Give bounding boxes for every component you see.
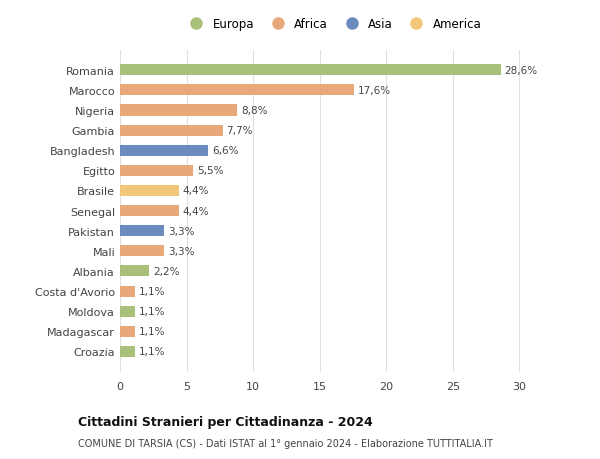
- Text: 7,7%: 7,7%: [227, 126, 253, 136]
- Bar: [120, 306, 134, 317]
- Bar: [120, 246, 164, 257]
- Text: 2,2%: 2,2%: [153, 266, 180, 276]
- Bar: [120, 65, 501, 76]
- Text: COMUNE DI TARSIA (CS) - Dati ISTAT al 1° gennaio 2024 - Elaborazione TUTTITALIA.: COMUNE DI TARSIA (CS) - Dati ISTAT al 1°…: [78, 438, 493, 448]
- Bar: [120, 326, 134, 337]
- Text: 3,3%: 3,3%: [168, 226, 194, 236]
- Text: 4,4%: 4,4%: [182, 206, 209, 216]
- Text: 1,1%: 1,1%: [139, 307, 165, 317]
- Bar: [120, 266, 149, 277]
- Bar: [120, 206, 179, 217]
- Text: 1,1%: 1,1%: [139, 286, 165, 297]
- Text: 6,6%: 6,6%: [212, 146, 238, 156]
- Text: 1,1%: 1,1%: [139, 347, 165, 357]
- Bar: [120, 165, 193, 177]
- Text: 5,5%: 5,5%: [197, 166, 224, 176]
- Legend: Europa, Africa, Asia, America: Europa, Africa, Asia, America: [184, 18, 482, 31]
- Text: Cittadini Stranieri per Cittadinanza - 2024: Cittadini Stranieri per Cittadinanza - 2…: [78, 415, 373, 428]
- Text: 3,3%: 3,3%: [168, 246, 194, 256]
- Bar: [120, 105, 237, 116]
- Text: 17,6%: 17,6%: [358, 86, 391, 95]
- Bar: [120, 185, 179, 196]
- Text: 28,6%: 28,6%: [505, 66, 538, 76]
- Bar: [120, 226, 164, 237]
- Bar: [120, 125, 223, 136]
- Text: 8,8%: 8,8%: [241, 106, 268, 116]
- Text: 4,4%: 4,4%: [182, 186, 209, 196]
- Bar: [120, 85, 354, 96]
- Bar: [120, 346, 134, 357]
- Bar: [120, 286, 134, 297]
- Bar: [120, 146, 208, 157]
- Text: 1,1%: 1,1%: [139, 327, 165, 336]
